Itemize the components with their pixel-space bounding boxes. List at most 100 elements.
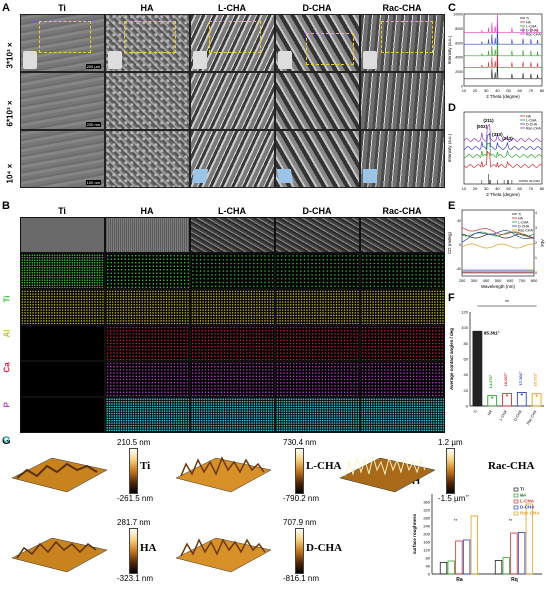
x-tick-label: 80 — [540, 88, 545, 93]
series-line-rac-cha — [464, 13, 542, 34]
significance-label: ** — [509, 518, 513, 523]
sem-d-cha-row3 — [275, 130, 360, 188]
afm-ti-name: Ti — [140, 460, 151, 472]
y-right-tick-label: 0 — [535, 271, 537, 275]
map-ti-p — [20, 361, 105, 397]
series-line-l-cha — [461, 231, 535, 237]
significance-label: ** — [505, 300, 509, 306]
element-ca-label: Ca — [2, 362, 12, 373]
sem-ti-row1: 200 µm — [20, 14, 105, 72]
series-line-ha — [463, 150, 543, 168]
col-ti: Ti — [58, 3, 66, 13]
x-tick-label: 30 — [484, 88, 489, 93]
value-label: 16.067° — [503, 372, 508, 386]
plot-frame — [463, 13, 543, 87]
peak-annotation: (310) — [492, 132, 503, 137]
peak-annotation: (211) — [483, 118, 494, 123]
map-l-cha-ca — [190, 325, 275, 361]
series-line-d-cha — [464, 25, 542, 45]
y-tick-label: 120 — [461, 310, 468, 315]
y-tick-label: 6000 — [455, 41, 463, 45]
zoom-box — [124, 21, 176, 53]
afm-l-cha-surface — [175, 448, 272, 496]
sem-l-cha-row2 — [190, 72, 275, 130]
x-tick-label: 60 — [517, 88, 522, 93]
plot-frame — [461, 209, 535, 277]
x-tick-label: 800 — [531, 278, 538, 283]
map-d-cha-ti — [275, 253, 360, 289]
x-tick-label: 80 — [540, 186, 545, 191]
series-line-rac-cha — [463, 123, 543, 142]
y-tick-label: 20 — [464, 388, 469, 393]
legend-entry: Ti — [526, 17, 529, 21]
x-tick-label: 60 — [517, 186, 522, 191]
y-tick-label: 40 — [426, 564, 431, 569]
afm-ti-colorbar — [129, 448, 138, 494]
y-tick-label: 40 — [457, 219, 461, 223]
series-line-l-cha — [464, 36, 542, 57]
scale-bar: 200 µm — [85, 64, 101, 69]
bse-ti — [20, 217, 105, 253]
peak-annotation: (213) — [502, 136, 513, 141]
map-d-cha-ca — [275, 325, 360, 361]
afm-l-cha-max: 730.4 nm — [283, 438, 317, 447]
sem-ti-row3: 100 nm — [20, 130, 105, 188]
map-l-cha-al — [190, 289, 275, 325]
map-rac-cha-ti — [360, 253, 445, 289]
legend-entry: Ti — [520, 487, 524, 492]
row-mag-3: 10⁴ × — [5, 163, 15, 184]
col-d-cha: D-CHA — [302, 206, 332, 216]
x-tick-label: 400 — [483, 278, 490, 283]
panel-label-e: E — [448, 200, 456, 212]
afm-d-cha-max: 707.9 nm — [283, 518, 317, 527]
legend-entry: L-CHA — [518, 221, 529, 225]
map-ha-ca — [105, 325, 190, 361]
legend-swatch — [513, 505, 519, 510]
map-d-cha-al — [275, 289, 360, 325]
x-tick-label: 70 — [529, 88, 534, 93]
afm-ha-surface — [11, 528, 108, 576]
y-axis-label: Intensity (a.u.) — [448, 35, 452, 64]
x-tick-label: 10 — [462, 186, 467, 191]
x-tick-label: Rq — [511, 577, 518, 583]
y-tick-label: 80 — [464, 341, 469, 346]
x-tick-label: 500 — [495, 278, 502, 283]
legend-entry: HA — [518, 217, 524, 221]
legend-entry: HA — [526, 115, 532, 119]
bar-ti-ra — [439, 562, 448, 575]
afm-ha-name: HA — [140, 542, 157, 554]
significance-label: ** — [465, 494, 469, 499]
series-line-ti — [464, 60, 542, 80]
afm-l-cha-name: L-CHA — [306, 460, 342, 472]
data-point — [535, 394, 538, 397]
afm-ti-min: -261.5 nm — [117, 494, 154, 503]
legend-entry: D-CHA — [518, 225, 530, 229]
map-l-cha-p — [190, 361, 275, 397]
implant-inset — [108, 51, 122, 69]
y-tick-label: 10000 — [453, 13, 463, 17]
chart-e-cd: 200 300 400 500 600 700 800-4004001234Waveleng… — [448, 209, 545, 289]
afm-d-cha-surface — [175, 528, 272, 576]
value-label: 13.276° — [488, 374, 493, 388]
panel-label-b: B — [2, 200, 10, 212]
x-axis-label: 2 Theta (degree) — [486, 94, 520, 99]
x-tick-label: 20 — [473, 186, 478, 191]
implant-inset — [363, 51, 377, 69]
zoom-box — [39, 21, 91, 53]
y-tick-label: 0 — [428, 572, 431, 577]
col-d-cha: D-CHA — [302, 3, 332, 13]
y-tick-label: 80 — [426, 556, 431, 561]
data-point — [491, 396, 494, 399]
sem-rac-cha-row1 — [360, 14, 445, 72]
y-tick-label: 2000 — [455, 70, 463, 74]
legend-entry: L-CHA — [520, 499, 535, 504]
afm-d-cha-colorbar — [295, 528, 304, 574]
significance-label: ** — [454, 518, 458, 523]
helix-inset-icon — [191, 169, 209, 183]
bar-d-cha-rq — [517, 532, 526, 575]
legend-entry: Rac-CHA — [526, 33, 541, 37]
x-tick-label: 200 — [459, 278, 466, 283]
afm-ti-surface — [11, 448, 108, 496]
afm-rac-cha-name: Rac-CHA — [488, 460, 535, 472]
legend-entry: Rac-CHA — [520, 511, 540, 516]
